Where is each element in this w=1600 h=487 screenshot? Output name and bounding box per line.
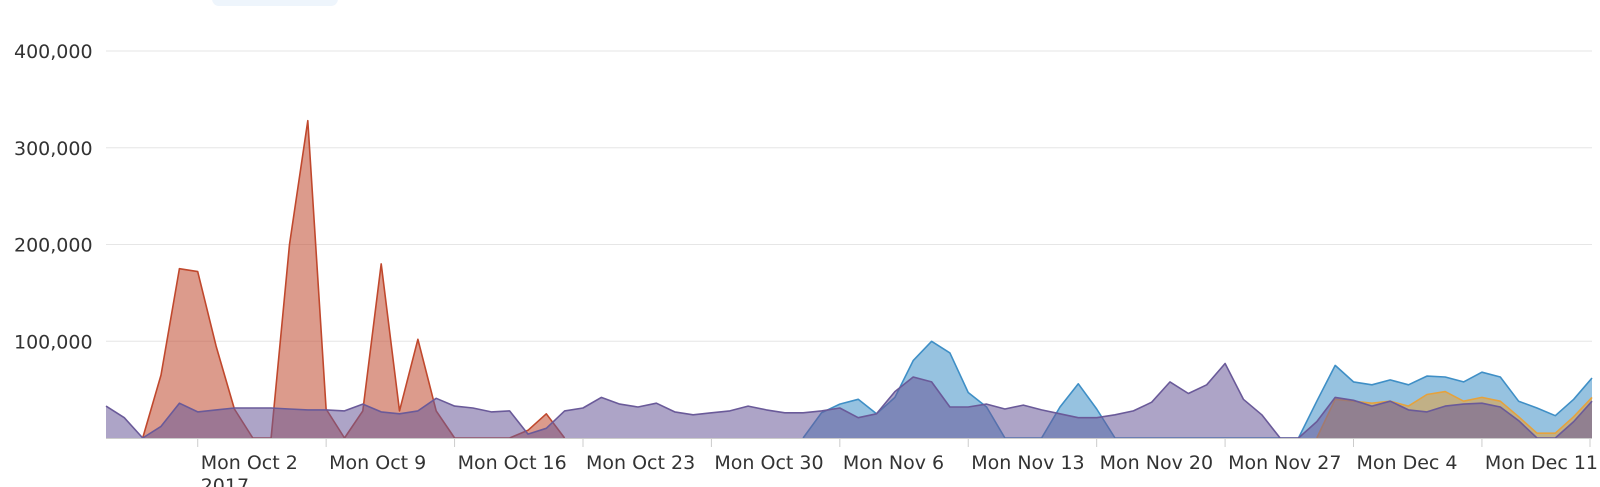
x-tick-label: Mon Nov 6 <box>843 452 944 474</box>
x-year-label: 2017 <box>201 475 249 487</box>
x-tick-label: Mon Nov 13 <box>971 452 1084 474</box>
y-tick-label: 300,000 <box>14 138 93 160</box>
gridlines <box>106 50 1592 342</box>
x-tick-label: Mon Nov 20 <box>1100 452 1213 474</box>
x-tick-label: Mon Dec 11 <box>1485 452 1598 474</box>
y-tick-label: 400,000 <box>14 41 93 63</box>
x-tick-label: Mon Dec 4 <box>1357 452 1458 474</box>
x-tick-label: Mon Oct 2 <box>201 452 298 474</box>
area-red <box>142 120 565 438</box>
x-tick-label: Mon Oct 16 <box>458 452 567 474</box>
x-tick-label: Mon Oct 9 <box>329 452 426 474</box>
x-tick-label: Mon Oct 23 <box>586 452 695 474</box>
y-tick-label: 100,000 <box>14 331 93 353</box>
x-tick-label: Mon Oct 30 <box>714 452 823 474</box>
line-orange <box>1316 390 1593 439</box>
top-toggle-pill[interactable] <box>212 0 338 6</box>
y-tick-label: 200,000 <box>14 235 93 257</box>
axes: 100,000 200,000 300,000 400,000 Mon Oct 2 Mon… <box>14 41 1598 487</box>
area-purple <box>106 363 1592 438</box>
series-areas <box>105 119 1593 439</box>
x-tick-label: Mon Nov 27 <box>1228 452 1341 474</box>
line-purple <box>105 362 1593 439</box>
